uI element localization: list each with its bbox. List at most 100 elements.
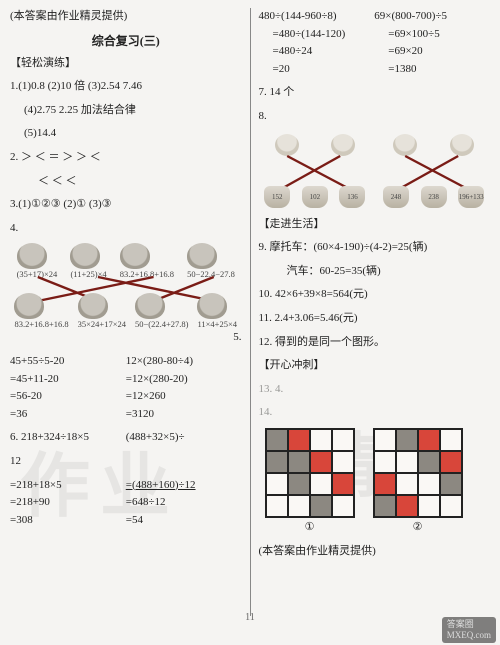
q1-line3: (5)14.4: [10, 125, 242, 143]
q9-line1: 9. 摩托车：(60×4-190)÷(4-2)=25(辆): [259, 239, 491, 257]
grid-cell: [310, 473, 332, 495]
q6b-l1: (488+32×5)÷: [126, 429, 242, 447]
grid-cell: [332, 495, 354, 517]
q6b-l1b: 12: [10, 453, 242, 471]
grid-cell: [332, 451, 354, 473]
section-easy: 【轻松演练】: [10, 55, 242, 73]
rb-l3: =69×20: [374, 43, 490, 61]
grid-cell: [332, 473, 354, 495]
grid-cell: [266, 429, 288, 451]
q10: 10. 42×6+39×8=564(元): [259, 286, 491, 304]
q6-row: 6. 218+324÷18×5 (488+32×5)÷: [10, 429, 242, 447]
grid-cell: [418, 473, 440, 495]
grid-cell: [288, 495, 310, 517]
section-fun: 【开心冲刺】: [259, 357, 491, 375]
pot: 238: [421, 186, 447, 208]
grid-cell: [440, 495, 462, 517]
pot: 102: [302, 186, 328, 208]
grid-cell: [374, 473, 396, 495]
grid1: [265, 428, 355, 518]
q8-mini-a: 152 102 136: [259, 132, 372, 210]
q5b-l4: =3120: [126, 406, 242, 424]
page-title: 综合复习(三): [10, 32, 242, 49]
grid-cell: [266, 473, 288, 495]
q9-line2: 汽车：60-25=35(辆): [259, 263, 491, 281]
grid2: [373, 428, 463, 518]
q2-line1: 2. ＞ ＜ ＝ ＞ ＞ ＜: [10, 149, 242, 167]
q14-grids: ① ②: [259, 428, 491, 533]
q6a-l3: =218+90: [10, 494, 126, 512]
grid-cell: [332, 429, 354, 451]
q4-matching-diagram: (35+17)×24 (11+25)×4 83.2+16.8+16.8 50−2…: [10, 243, 242, 329]
q5b-l2: =12×(280-20): [126, 371, 242, 389]
grid-cell: [396, 473, 418, 495]
q6-label: 6.: [10, 431, 18, 443]
page-columns: (本答案由作业精灵提供) 综合复习(三) 【轻松演练】 1.(1)0.8 (2)…: [0, 0, 500, 620]
grid-cell: [396, 451, 418, 473]
grid-cell: [418, 451, 440, 473]
right-column: 480÷(144-960÷8) =480÷(144-120) =480÷24 =…: [251, 8, 491, 616]
ra-l3: =480÷24: [259, 43, 375, 61]
q8-label: 8.: [259, 108, 491, 126]
q5b-l1: 12×(280-80÷4): [126, 353, 242, 371]
grid-cell: [266, 451, 288, 473]
grid2-wrap: ②: [373, 428, 463, 533]
q4-label: 4.: [10, 220, 242, 238]
corner-badge: 答案圈 MXEQ.com: [442, 617, 496, 643]
ra-l1: 480÷(144-960÷8): [259, 8, 375, 26]
grid-cell: [374, 451, 396, 473]
q4-bot-item: 35×24+17×24: [78, 293, 126, 329]
grid-cell: [266, 495, 288, 517]
grid-cell: [440, 429, 462, 451]
grid1-wrap: ①: [265, 428, 355, 533]
pot: 196+133: [458, 186, 484, 208]
q8-diagram: 152 102 136 248 238 196+133: [259, 132, 491, 210]
grid-cell: [374, 495, 396, 517]
q13: 13. 4.: [259, 381, 491, 399]
q4-bot-item: 83.2+16.8+16.8: [14, 293, 68, 329]
q1-line2: (4)2.75 2.25 加法结合律: [10, 102, 242, 120]
q6-row2: =218+18×5 =218+90 =308 =(488+160)÷12 =64…: [10, 477, 242, 530]
pot: 136: [339, 186, 365, 208]
q2-line2: ＜ ＜ ＜: [10, 173, 242, 191]
ra-l2: =480÷(144-120): [259, 26, 375, 44]
grid-cell: [418, 495, 440, 517]
q5b-l3: =12×260: [126, 388, 242, 406]
q6a-l4: =308: [10, 512, 126, 530]
left-column: (本答案由作业精灵提供) 综合复习(三) 【轻松演练】 1.(1)0.8 (2)…: [10, 8, 251, 616]
grid-cell: [310, 429, 332, 451]
pot: 152: [264, 186, 290, 208]
q6b-l4: =54: [126, 512, 242, 530]
grid1-label: ①: [265, 520, 355, 533]
q5-label: 5.: [10, 329, 242, 347]
q1-line1: 1.(1)0.8 (2)10 倍 (3)2.54 7.46: [10, 78, 242, 96]
q6a-l1: 218+324÷18×5: [21, 431, 89, 443]
page-number: 11: [0, 612, 500, 623]
q5a-l1: 45+55÷5-20: [10, 353, 126, 371]
grid-cell: [374, 429, 396, 451]
corner-line1: 答案圈: [447, 619, 491, 630]
grid-cell: [396, 429, 418, 451]
rb-l4: =1380: [374, 61, 490, 79]
q4-bot-item: 11×4+25×4: [197, 293, 237, 329]
q6a-l2: =218+18×5: [10, 477, 126, 495]
footer-note: (本答案由作业精灵提供): [259, 543, 491, 561]
grid-cell: [310, 495, 332, 517]
q5a-l4: =36: [10, 406, 126, 424]
q3-line1: 3.(1)①②③ (2)① (3)③: [10, 196, 242, 214]
rb-l2: =69×100÷5: [374, 26, 490, 44]
grid-cell: [310, 451, 332, 473]
grid2-label: ②: [373, 520, 463, 533]
q5a-l2: =45+11-20: [10, 371, 126, 389]
grid-cell: [440, 473, 462, 495]
q6b-l3: =648÷12: [126, 494, 242, 512]
pot: 248: [383, 186, 409, 208]
rtop-row: 480÷(144-960÷8) =480÷(144-120) =480÷24 =…: [259, 8, 491, 78]
grid-cell: [288, 429, 310, 451]
grid-cell: [418, 429, 440, 451]
ra-l4: =20: [259, 61, 375, 79]
q4-bot-item: 50−(22.4+27.8): [135, 293, 189, 329]
corner-line2: MXEQ.com: [447, 630, 491, 641]
section-life: 【走进生活】: [259, 216, 491, 234]
q8-mini-b: 248 238 196+133: [377, 132, 490, 210]
